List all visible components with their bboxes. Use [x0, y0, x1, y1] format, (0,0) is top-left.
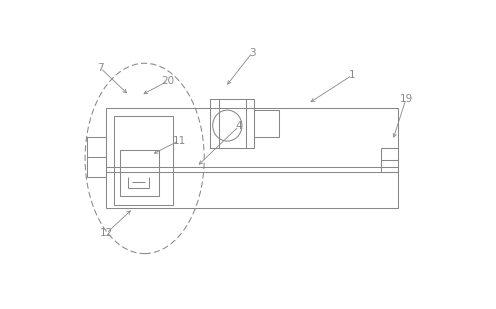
Text: 11: 11	[173, 136, 186, 146]
Bar	[254, 110, 279, 137]
Text: 20: 20	[161, 76, 174, 86]
Bar	[210, 99, 254, 148]
Text: 7: 7	[97, 63, 104, 73]
Bar	[87, 137, 106, 177]
Text: 12: 12	[100, 228, 113, 238]
Text: 1: 1	[349, 70, 356, 80]
Text: 19: 19	[399, 94, 413, 104]
Bar	[121, 150, 159, 197]
Text: 4: 4	[236, 121, 242, 131]
Bar	[381, 148, 398, 171]
Text: 3: 3	[249, 48, 255, 57]
Bar	[114, 116, 174, 205]
Bar	[106, 108, 398, 208]
